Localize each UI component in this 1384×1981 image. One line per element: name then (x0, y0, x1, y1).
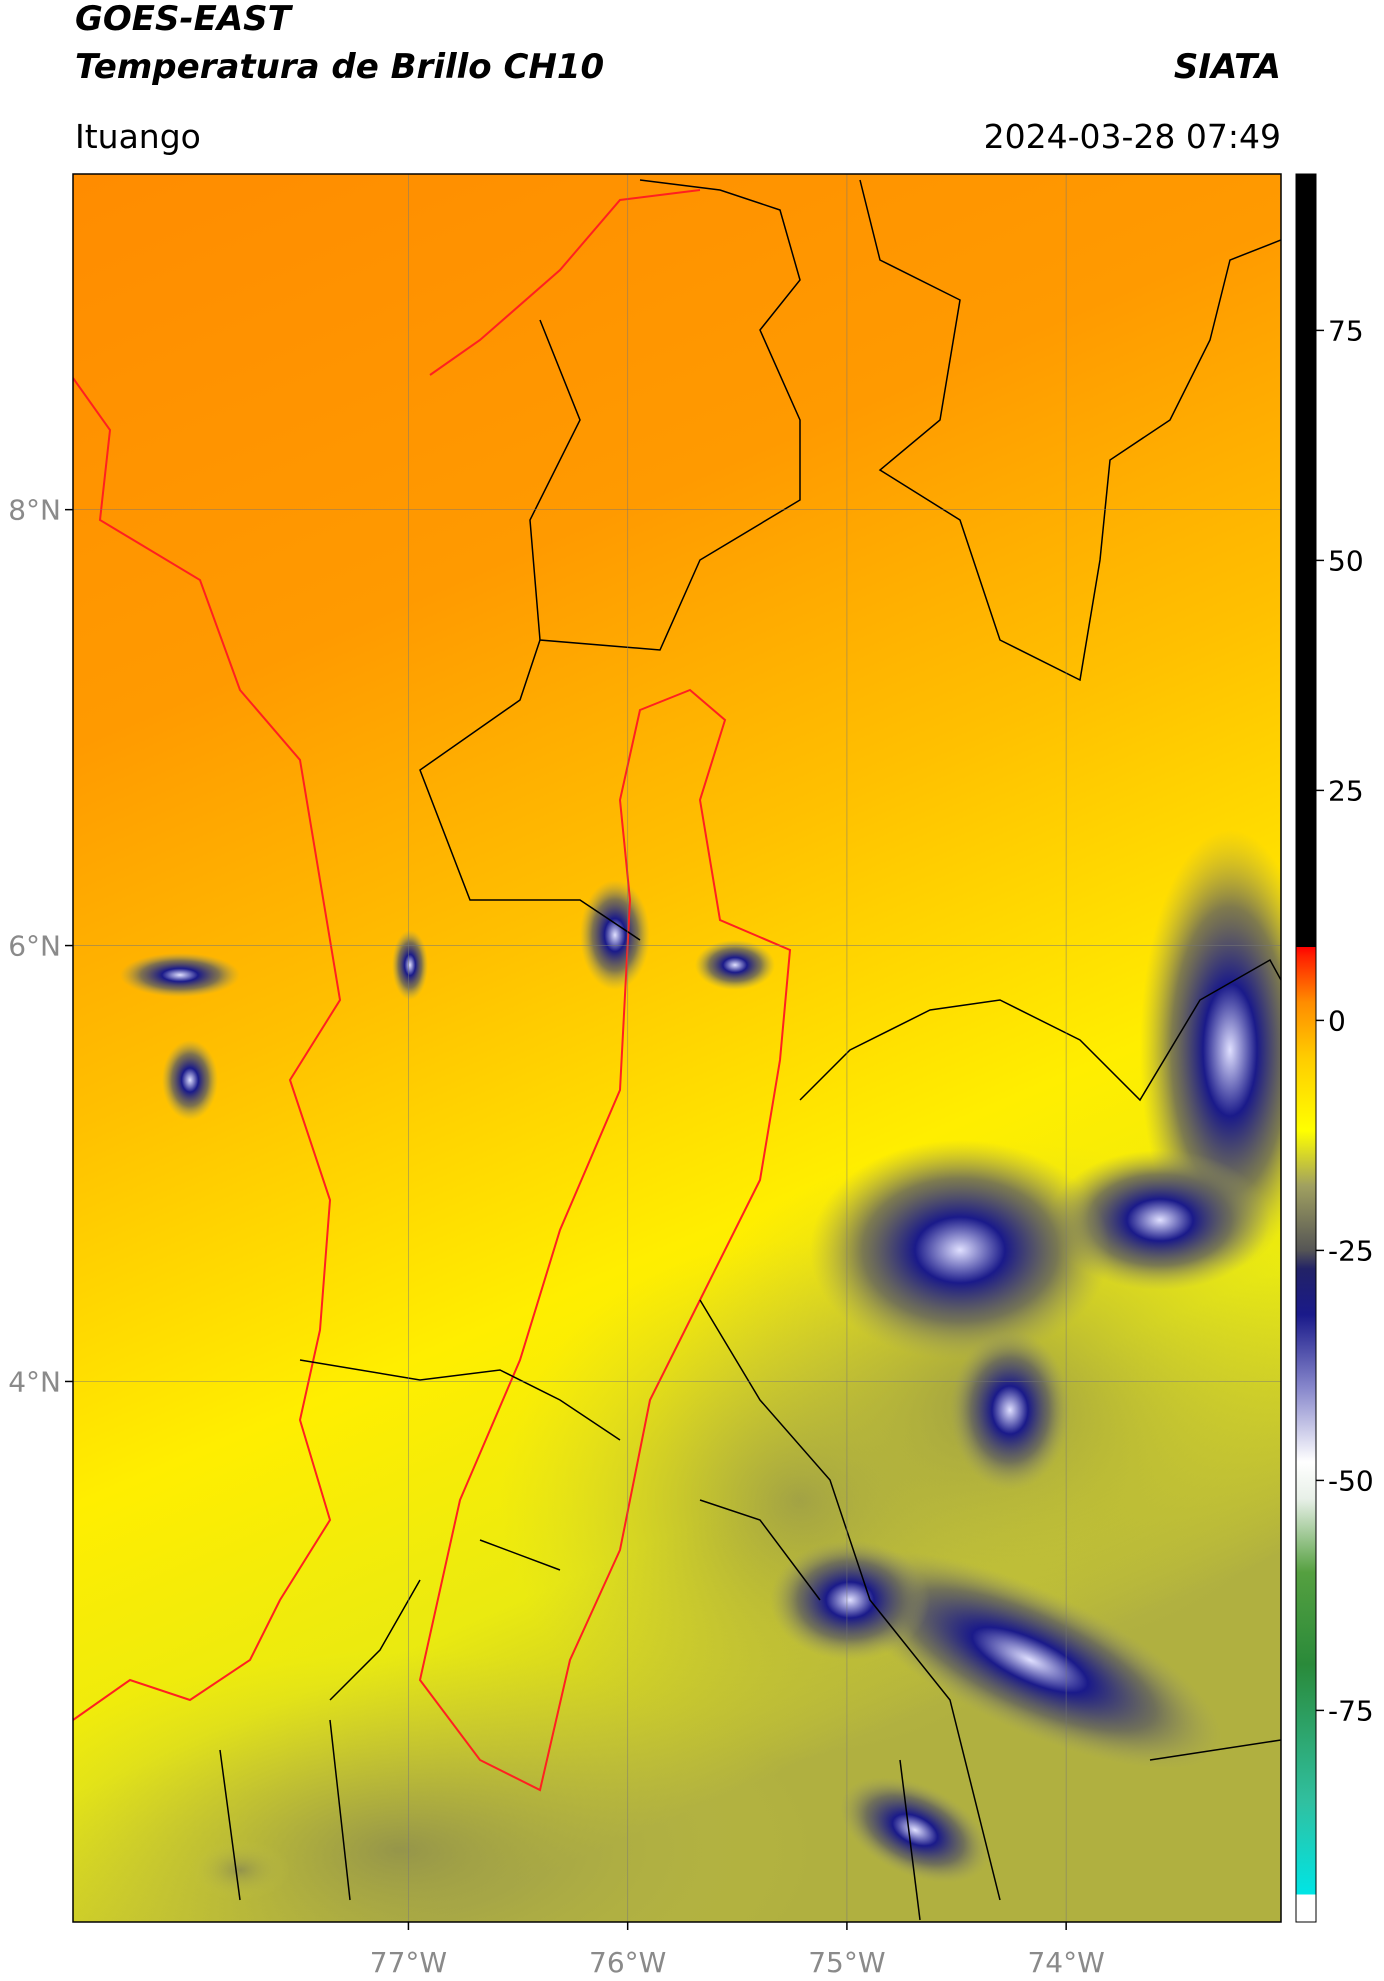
gridlines (73, 174, 1281, 1922)
x-tick-label: 76°W (589, 1946, 666, 1979)
colorbar-tick-label: -75 (1328, 1694, 1374, 1727)
map-frame (72, 173, 1282, 1923)
colorbar-tick-label: 0 (1328, 1004, 1346, 1037)
colorbar-tick-label: 25 (1328, 774, 1364, 807)
x-tick-label: 74°W (1027, 1946, 1104, 1979)
colorbar-tick-label: 50 (1328, 544, 1364, 577)
colorbar-tick-label: 75 (1328, 314, 1364, 347)
x-tick-label: 75°W (808, 1946, 885, 1979)
timestamp: 2024-03-28 07:49 (984, 117, 1281, 156)
colorbar-tick-label: -25 (1328, 1234, 1374, 1267)
y-tick-label: 8°N (8, 494, 61, 527)
x-tick-label: 77°W (370, 1946, 447, 1979)
y-tick-label: 6°N (8, 930, 61, 963)
colorbar (1295, 173, 1317, 1923)
satellite-image (73, 174, 1281, 1922)
title: GOES-EAST (75, 0, 294, 39)
location: Ituango (75, 117, 201, 156)
colorbar-tick-label: -50 (1328, 1464, 1374, 1497)
y-tick-label: 4°N (8, 1365, 61, 1398)
subtitle: Temperatura de Brillo CH10 (75, 47, 604, 87)
source: SIATA (1174, 47, 1281, 87)
